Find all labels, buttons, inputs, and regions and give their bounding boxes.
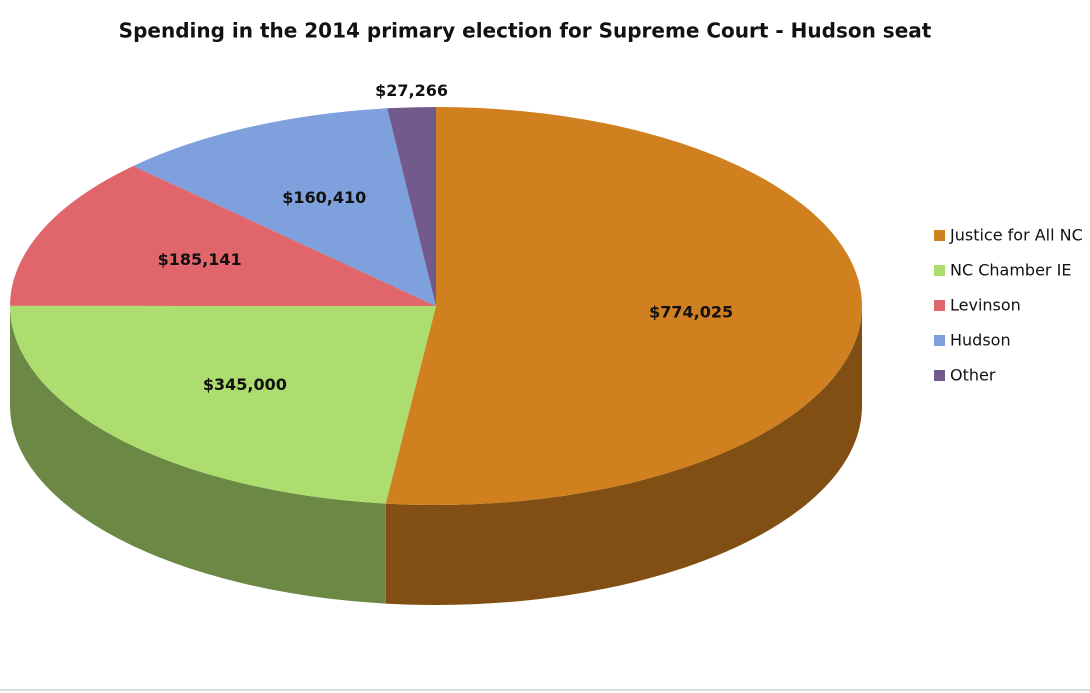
legend-swatch bbox=[934, 370, 945, 381]
slice-side bbox=[10, 306, 386, 604]
slice bbox=[9, 305, 437, 504]
slice-side bbox=[385, 306, 862, 606]
legend-swatch bbox=[934, 335, 945, 346]
legend-swatch bbox=[934, 265, 945, 276]
value-label: $345,000 bbox=[203, 375, 287, 394]
legend-label: Hudson bbox=[950, 331, 1011, 350]
pie-sides bbox=[10, 306, 862, 606]
pie-tops bbox=[9, 107, 863, 506]
value-label: $185,141 bbox=[158, 250, 242, 269]
value-labels: $774,025 $345,000 $185,141 $160,410 $27,266 bbox=[158, 81, 734, 394]
legend-label: Justice for All NC bbox=[949, 226, 1083, 245]
legend-swatch bbox=[934, 300, 945, 311]
slice bbox=[10, 165, 436, 306]
value-label: $27,266 bbox=[375, 81, 448, 100]
slice bbox=[133, 108, 436, 306]
legend: Justice for All NC NC Chamber IE Levinson H… bbox=[934, 226, 1083, 385]
slice bbox=[387, 107, 436, 306]
slice bbox=[385, 107, 863, 506]
legend-label: Other bbox=[950, 366, 996, 385]
legend-label: NC Chamber IE bbox=[950, 261, 1071, 280]
value-label: $774,025 bbox=[649, 303, 733, 322]
value-label: $160,410 bbox=[282, 188, 366, 207]
chart-title: Spending in the 2014 primary election fo… bbox=[119, 19, 932, 43]
legend-label: Levinson bbox=[950, 296, 1021, 315]
legend-swatch bbox=[934, 230, 945, 241]
